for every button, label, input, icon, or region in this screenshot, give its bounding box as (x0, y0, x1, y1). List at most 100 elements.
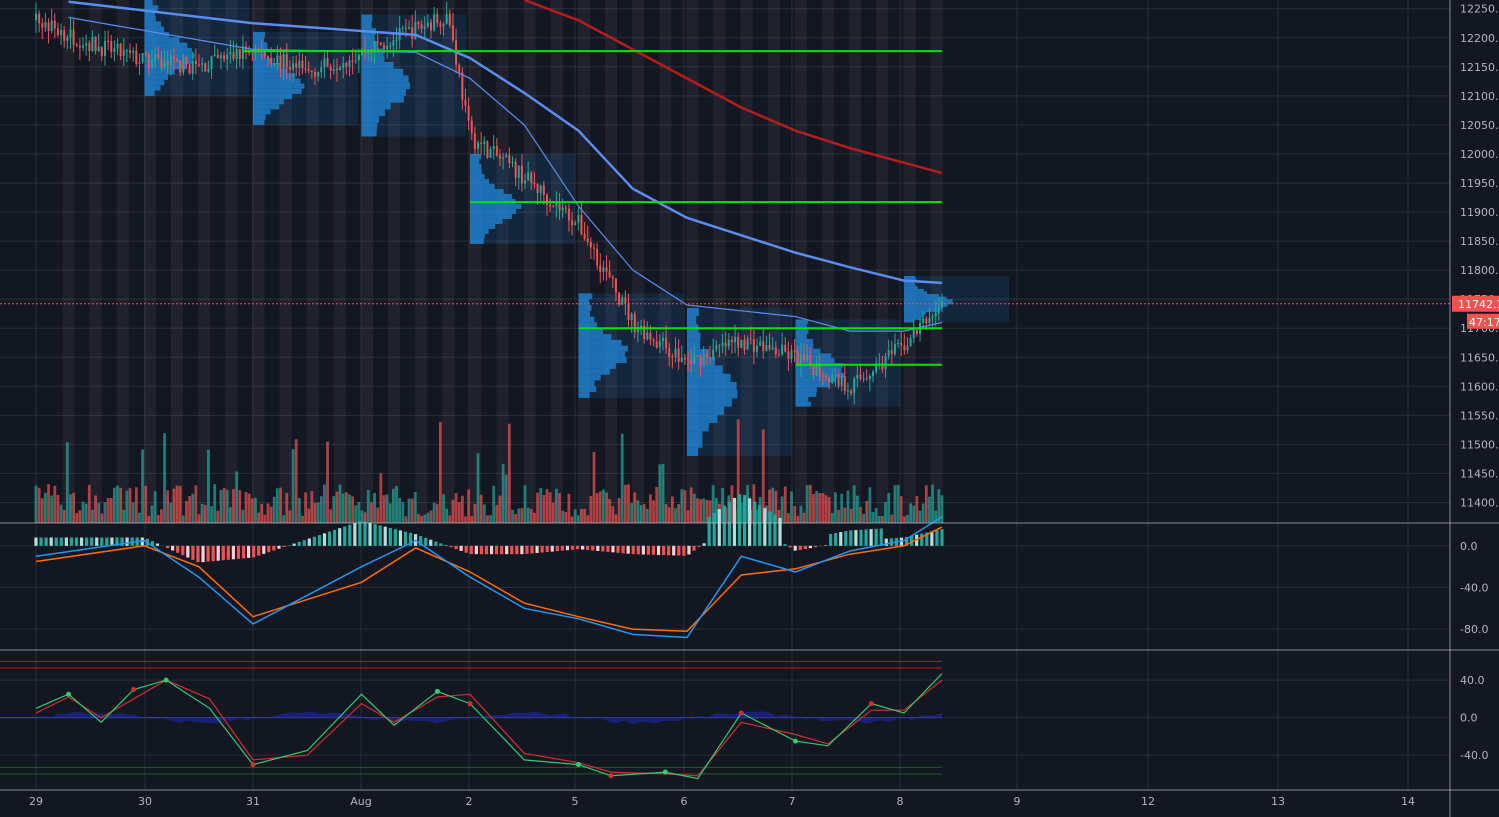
volume-bar (451, 499, 455, 523)
macd-histogram-bar (717, 509, 721, 546)
profile-bin (144, 37, 180, 43)
volume-bar (417, 513, 420, 523)
candle-body (567, 208, 570, 221)
session-stripe (415, 0, 428, 523)
macd-histogram-bar (110, 537, 114, 546)
volume-bar (482, 504, 486, 523)
macd-histogram-bar (398, 530, 403, 546)
volume-bar (924, 485, 928, 523)
macd-histogram-bar (586, 545, 590, 551)
profile-bin (470, 223, 496, 229)
candle-body (561, 207, 564, 211)
volume-bar (605, 492, 608, 523)
volume-bar (928, 496, 931, 523)
volume-bar (940, 495, 944, 523)
candle-body (508, 155, 511, 163)
candle-body (429, 22, 432, 31)
volume-bar (457, 501, 461, 523)
macd-histogram-bar (682, 545, 686, 556)
profile-bin (253, 83, 305, 89)
candle-body (411, 27, 414, 40)
profile-bin (253, 73, 296, 79)
candle-body (223, 55, 226, 60)
candle-body (862, 378, 865, 380)
volume-bar (188, 496, 192, 523)
profile-bin (578, 368, 610, 375)
profile-bin (253, 114, 266, 120)
profile-bin (904, 291, 928, 294)
candle-body (552, 206, 555, 208)
profile-bin (687, 439, 703, 448)
volume-bar (50, 495, 54, 523)
candle-body (803, 354, 806, 361)
candle-body (292, 63, 295, 70)
volume-bar (583, 508, 587, 523)
candle-body (44, 22, 47, 28)
profile-bin (687, 447, 699, 457)
profile-bin (361, 68, 404, 76)
profile-bin (470, 188, 504, 194)
last-price-tag (1452, 295, 1499, 312)
candle-body (423, 26, 426, 29)
wt-tick-label: 40.0 (1460, 674, 1485, 687)
macd-histogram-bar (408, 532, 413, 546)
macd-histogram-bar (171, 545, 175, 551)
macd-histogram-bar (601, 545, 605, 552)
candle-body (235, 49, 238, 59)
candle-body (765, 345, 768, 352)
profile-bin (904, 288, 924, 292)
macd-histogram-bar (479, 545, 483, 555)
candle-body (335, 68, 338, 70)
cross-dot (662, 769, 668, 775)
candle-body (743, 339, 746, 350)
profile-bin (253, 37, 265, 43)
candle-body (520, 165, 523, 184)
volume-bar (244, 492, 248, 523)
candle-body (147, 54, 150, 68)
volume-bar (645, 508, 649, 523)
profile-bin (687, 349, 710, 358)
volume-bar (219, 490, 223, 523)
candle-body (649, 332, 652, 340)
volume-bar (476, 453, 480, 523)
volume-bar (495, 504, 499, 523)
candle-body (204, 63, 207, 72)
macd-histogram-bar (732, 497, 737, 546)
time-axis[interactable]: 29 30 31 Aug 2 5 6 7 8 9 12 13 14 (29, 795, 1415, 808)
macd-histogram-bar (575, 545, 580, 550)
volume-bar (840, 493, 844, 523)
macd-histogram-bar (798, 545, 802, 550)
price-tags: 11742.1 47:17 (1452, 295, 1499, 329)
candle-body (934, 312, 937, 317)
profile-bin (578, 339, 622, 346)
macd-histogram-bar (439, 543, 443, 546)
candle-body (708, 357, 711, 359)
macd-histogram-bar (383, 526, 387, 546)
macd-histogram-bar (348, 524, 352, 546)
candle-body (66, 37, 69, 41)
volume-bar (181, 515, 185, 523)
candle-body (683, 357, 686, 360)
volume-bar (216, 510, 220, 523)
candle-body (157, 54, 160, 59)
volume-bar (661, 463, 665, 523)
macd-histogram-bar (702, 543, 706, 546)
profile-bin (470, 203, 522, 209)
profile-bin (253, 119, 265, 125)
profile-bin (795, 392, 817, 397)
candle-body (762, 341, 765, 352)
candle-body (273, 63, 276, 65)
volume-bar (391, 488, 395, 523)
candle-body (505, 155, 508, 158)
profile-bin (470, 213, 513, 219)
macd-histogram-bar (191, 545, 195, 560)
volume-bar (906, 515, 909, 523)
price-tick-label: 11400.0 (1460, 496, 1499, 509)
candle-body (50, 20, 53, 31)
volume-bar (918, 510, 922, 523)
volume-bar (884, 502, 887, 523)
volume-bar (106, 497, 110, 523)
session-stripe (632, 0, 645, 523)
volume-bar (683, 490, 687, 523)
